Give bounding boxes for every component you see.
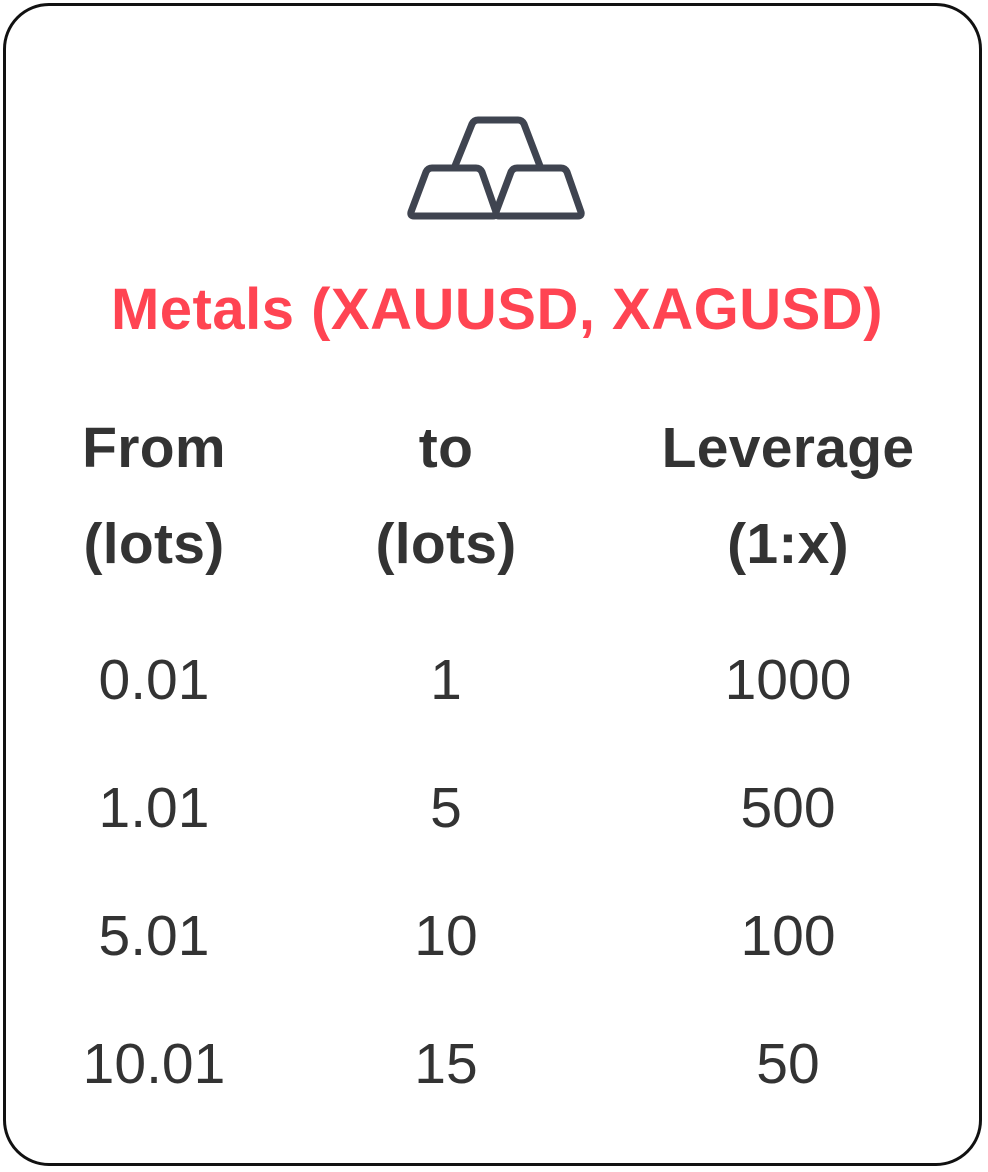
column-header-to: to (lots)	[326, 400, 566, 592]
table-cell-leverage: 100	[740, 904, 836, 968]
column-header-from-line2: (lots)	[83, 512, 225, 576]
table-cell-to: 5	[430, 776, 462, 840]
column-header-from: From (lots)	[34, 400, 274, 592]
column-header-to-line1: to	[418, 416, 474, 480]
gold-bars-icon	[407, 116, 585, 220]
table-cell-to: 10	[414, 904, 478, 968]
column-header-to-line2: (lots)	[375, 512, 517, 576]
column-header-from-line1: From	[82, 416, 226, 480]
table-cell-from: 5.01	[98, 904, 210, 968]
table-cell-from: 10.01	[82, 1032, 226, 1096]
column-header-leverage: Leverage (1:x)	[618, 400, 958, 592]
table-cell-to: 15	[414, 1032, 478, 1096]
table-cell-to: 1	[430, 648, 462, 712]
table-cell-leverage: 1000	[724, 648, 852, 712]
table-cell-leverage: 500	[740, 776, 836, 840]
page-title: Metals (XAUUSD, XAGUSD)	[110, 277, 884, 342]
column-header-leverage-line2: (1:x)	[727, 512, 849, 576]
table-cell-from: 1.01	[98, 776, 210, 840]
table-cell-from: 0.01	[98, 648, 210, 712]
table-cell-leverage: 50	[756, 1032, 820, 1096]
column-header-leverage-line1: Leverage	[661, 416, 915, 480]
